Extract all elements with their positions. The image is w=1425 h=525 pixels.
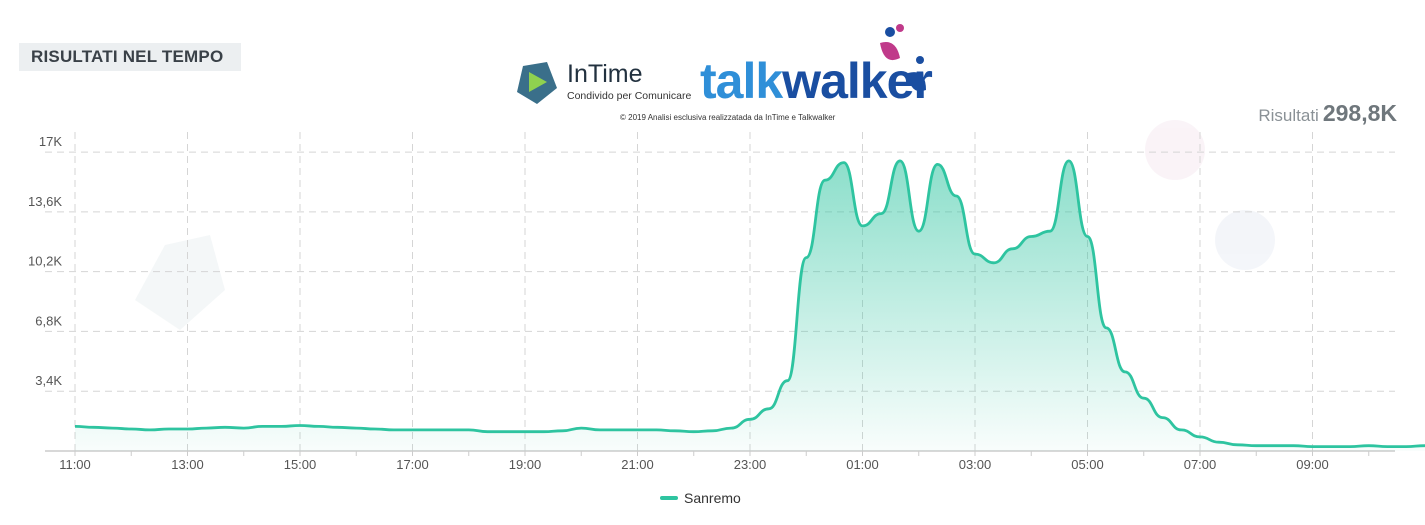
series-area-sanremo	[75, 160, 1425, 451]
intime-watermark-logo	[135, 235, 225, 330]
y-tick-label: 10,2K	[28, 254, 62, 269]
intime-tagline: Condivido per Comunicare	[567, 90, 692, 102]
x-tick-label: 01:00	[846, 457, 879, 472]
results-value: 298,8K	[1322, 100, 1397, 126]
series-line-sanremo	[74, 159, 1425, 448]
x-axis-labels: 11:00 13:00 15:00 17:00 19:00 21:00 23:00 01:00…	[59, 457, 1329, 472]
talkwalker-logo-part2: walker	[782, 53, 933, 109]
x-tick-label: 15:00	[284, 457, 317, 472]
intime-logo-icon	[517, 62, 557, 104]
x-tick-marks	[74, 451, 1370, 456]
x-tick-label: 05:00	[1071, 457, 1104, 472]
x-tick-label: 11:00	[59, 457, 91, 472]
footprint-icon	[880, 24, 926, 92]
copyright-label: 2019 Analisi esclusiva realizzatada da I…	[628, 113, 836, 122]
chart-title: RISULTATI NEL TEMPO	[19, 43, 241, 71]
x-tick-label: 21:00	[621, 457, 654, 472]
x-tick-label: 23:00	[734, 457, 767, 472]
y-tick-label: 13,6K	[28, 194, 62, 209]
talkwalker-logo-part1: talk	[700, 53, 783, 109]
x-tick-label: 07:00	[1184, 457, 1217, 472]
y-tick-label: 17K	[39, 134, 62, 149]
logo-banner: InTime Condivido per Comunicare talkwalk…	[510, 18, 940, 130]
x-tick-label: 13:00	[171, 457, 204, 472]
horizontal-gridlines	[45, 151, 1395, 392]
footprint-watermark-dot	[1215, 210, 1275, 270]
footprint-watermark-dot	[1145, 120, 1205, 180]
legend-label-sanremo: Sanremo	[684, 490, 741, 506]
x-tick-label: 17:00	[396, 457, 429, 472]
x-tick-label: 09:00	[1296, 457, 1329, 472]
results-label: Risultati	[1258, 106, 1319, 125]
legend[interactable]: Sanremo	[660, 490, 741, 506]
legend-swatch	[660, 496, 678, 500]
results-summary: Risultati 298,8K	[1258, 100, 1397, 127]
copyright-text: © 2019 Analisi esclusiva realizzatada da…	[620, 113, 836, 122]
x-tick-label: 03:00	[959, 457, 992, 472]
y-tick-label: 6,8K	[35, 313, 62, 328]
y-axis-labels: 3,4K 6,8K 10,2K 13,6K 17K	[28, 134, 62, 388]
intime-brand-name: InTime	[567, 60, 643, 88]
talkwalker-logo-text: talkwalker	[700, 53, 933, 109]
watermark	[135, 120, 1275, 330]
x-tick-label: 19:00	[509, 457, 542, 472]
y-tick-label: 3,4K	[35, 373, 62, 388]
